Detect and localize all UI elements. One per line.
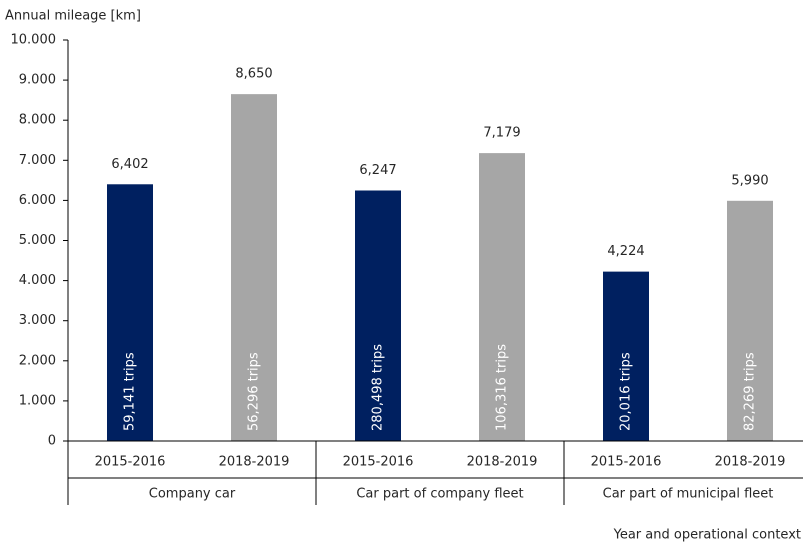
x-tick-label: 2018-2019 — [715, 455, 786, 470]
bar-label: 20,016 trips — [619, 352, 634, 431]
bar — [231, 94, 277, 441]
y-tick-label: 2.000 — [19, 353, 56, 368]
group-label: Company car — [149, 487, 236, 502]
x-tick-label: 2015-2016 — [95, 455, 166, 470]
bar — [107, 184, 153, 442]
y-tick-label: 8.000 — [19, 113, 56, 128]
bar-label: 280,498 trips — [371, 344, 386, 431]
y-tick-label: 5.000 — [19, 233, 56, 248]
bar-label: 56,296 trips — [247, 352, 262, 431]
group-label: Car part of municipal fleet — [603, 487, 774, 502]
y-tick-label: 3.000 — [19, 313, 56, 328]
value-label: 8,650 — [235, 67, 272, 82]
group-label: Car part of company fleet — [356, 487, 523, 502]
y-tick-label: 9.000 — [19, 73, 56, 88]
bar — [603, 271, 649, 441]
x-tick-label: 2018-2019 — [467, 455, 538, 470]
x-axis-title: Year and operational context — [613, 528, 801, 543]
value-label: 4,224 — [607, 244, 644, 259]
value-label: 6,247 — [359, 163, 396, 178]
y-tick-label: 7.000 — [19, 153, 56, 168]
y-tick-label: 6.000 — [19, 193, 56, 208]
bar-label: 59,141 trips — [123, 352, 138, 431]
x-tick-label: 2015-2016 — [343, 455, 414, 470]
bar — [355, 190, 401, 441]
bar-label: 82,269 trips — [743, 352, 758, 431]
x-tick-label: 2018-2019 — [219, 455, 290, 470]
value-label: 6,402 — [111, 157, 148, 172]
bar — [479, 153, 525, 441]
y-tick-label: 10.000 — [11, 33, 57, 48]
x-tick-label: 2015-2016 — [591, 455, 662, 470]
value-label: 7,179 — [483, 126, 520, 141]
value-label: 5,990 — [731, 173, 768, 188]
y-axis-title: Annual mileage [km] — [5, 9, 141, 24]
y-tick-label: 1.000 — [19, 393, 56, 408]
y-tick-label: 4.000 — [19, 273, 56, 288]
y-tick-label: 0 — [48, 434, 56, 449]
bar-label: 106,316 trips — [495, 344, 510, 431]
bar — [727, 200, 773, 441]
